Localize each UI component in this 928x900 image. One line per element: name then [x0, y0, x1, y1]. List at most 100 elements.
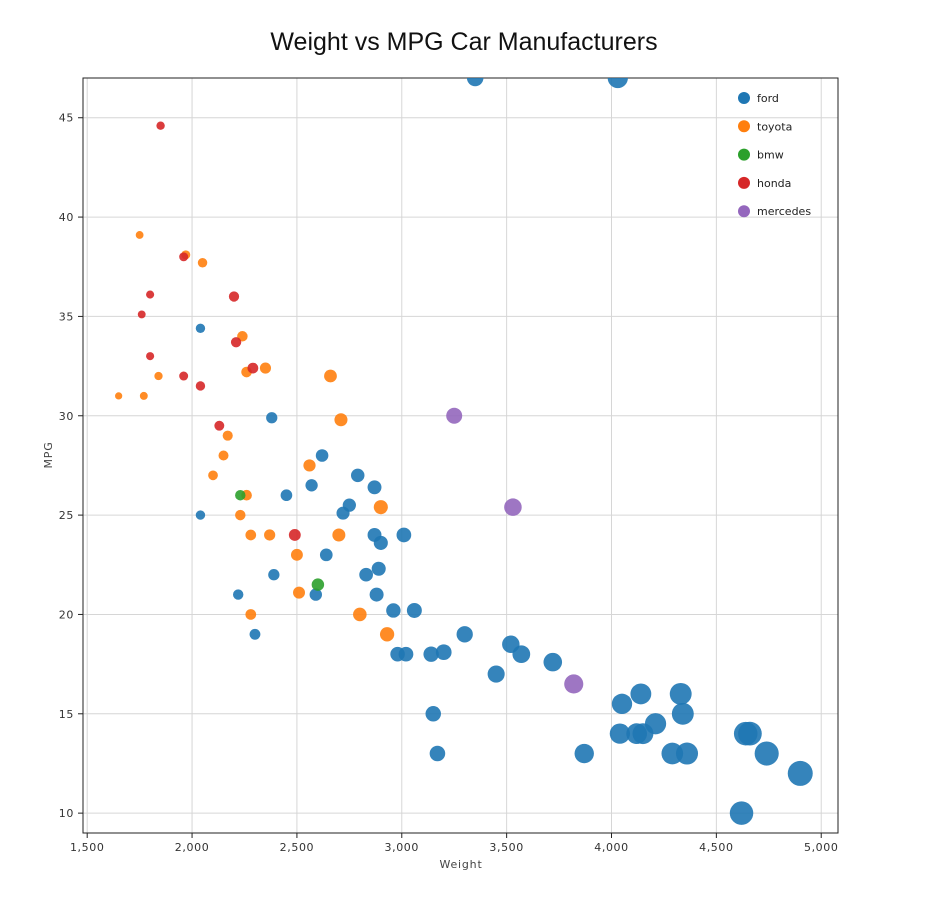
- point-ford[interactable]: [429, 745, 446, 762]
- point-toyota[interactable]: [245, 529, 257, 541]
- legend-marker-honda: [738, 176, 750, 189]
- legend-marker-mercedes: [738, 205, 750, 218]
- point-ford[interactable]: [729, 801, 754, 825]
- point-honda[interactable]: [288, 529, 301, 541]
- point-mercedes[interactable]: [564, 674, 584, 694]
- point-honda[interactable]: [179, 252, 189, 262]
- point-ford[interactable]: [398, 646, 414, 662]
- point-ford[interactable]: [675, 742, 699, 765]
- point-honda[interactable]: [146, 352, 155, 361]
- point-ford[interactable]: [423, 646, 439, 662]
- point-ford[interactable]: [280, 489, 293, 502]
- point-honda[interactable]: [195, 381, 206, 391]
- point-ford[interactable]: [671, 702, 694, 725]
- y-axis-label: MPG: [42, 441, 55, 468]
- x-axis-label: Weight: [439, 858, 482, 871]
- point-ford[interactable]: [195, 323, 206, 334]
- x-tick-label: 2,000: [175, 841, 210, 854]
- point-toyota[interactable]: [353, 607, 367, 622]
- point-toyota[interactable]: [135, 231, 144, 239]
- point-toyota[interactable]: [222, 430, 233, 441]
- point-ford[interactable]: [233, 589, 244, 600]
- point-toyota[interactable]: [303, 459, 316, 472]
- point-ford[interactable]: [456, 626, 473, 643]
- point-ford[interactable]: [607, 68, 628, 89]
- point-ford[interactable]: [268, 569, 280, 581]
- point-toyota[interactable]: [154, 371, 163, 381]
- point-ford[interactable]: [195, 510, 206, 520]
- point-ford[interactable]: [425, 706, 441, 722]
- point-toyota[interactable]: [264, 529, 276, 541]
- point-honda[interactable]: [156, 121, 165, 130]
- point-honda[interactable]: [247, 362, 259, 374]
- point-ford[interactable]: [512, 645, 531, 664]
- point-ford[interactable]: [435, 644, 452, 661]
- point-toyota[interactable]: [293, 586, 305, 599]
- point-ford[interactable]: [754, 741, 779, 766]
- point-ford[interactable]: [359, 567, 373, 582]
- point-toyota[interactable]: [332, 528, 346, 542]
- point-bmw[interactable]: [311, 578, 325, 591]
- point-ford[interactable]: [369, 587, 384, 602]
- point-ford[interactable]: [738, 721, 762, 746]
- x-tick-label: 4,000: [594, 841, 629, 854]
- point-honda[interactable]: [179, 371, 189, 381]
- point-ford[interactable]: [574, 743, 594, 764]
- point-mercedes[interactable]: [504, 498, 522, 516]
- legend-label-honda: honda: [757, 177, 791, 190]
- point-ford[interactable]: [396, 527, 412, 543]
- point-ford[interactable]: [632, 723, 654, 745]
- point-ford[interactable]: [249, 628, 261, 640]
- point-toyota[interactable]: [259, 362, 272, 374]
- point-ford[interactable]: [386, 603, 401, 618]
- x-tick-label: 3,500: [489, 841, 524, 854]
- point-ford[interactable]: [669, 682, 692, 705]
- point-toyota[interactable]: [379, 627, 395, 642]
- point-ford[interactable]: [367, 480, 382, 495]
- point-toyota[interactable]: [115, 392, 123, 400]
- point-ford[interactable]: [315, 449, 329, 462]
- point-toyota[interactable]: [334, 413, 348, 427]
- plot-frame: [82, 77, 839, 834]
- point-toyota[interactable]: [373, 500, 388, 515]
- point-toyota[interactable]: [245, 609, 257, 620]
- point-ford[interactable]: [406, 602, 422, 618]
- legend-label-bmw: bmw: [757, 149, 784, 162]
- point-ford[interactable]: [350, 468, 365, 483]
- point-toyota[interactable]: [290, 548, 303, 561]
- point-honda[interactable]: [214, 420, 225, 431]
- point-ford[interactable]: [336, 506, 350, 520]
- point-toyota[interactable]: [139, 391, 148, 400]
- x-tick-label: 3,000: [385, 841, 420, 854]
- point-ford[interactable]: [305, 479, 318, 492]
- legend-marker-bmw: [738, 148, 750, 161]
- point-honda[interactable]: [230, 337, 242, 348]
- point-ford[interactable]: [466, 70, 484, 87]
- point-ford[interactable]: [609, 723, 631, 744]
- point-mercedes[interactable]: [446, 407, 463, 424]
- point-toyota[interactable]: [197, 258, 208, 268]
- point-honda[interactable]: [137, 310, 146, 319]
- point-ford[interactable]: [266, 412, 278, 424]
- point-ford[interactable]: [630, 683, 652, 705]
- x-tick-label: 5,000: [804, 841, 839, 854]
- legend-label-toyota: toyota: [757, 120, 792, 133]
- point-ford[interactable]: [319, 548, 333, 562]
- point-toyota[interactable]: [324, 369, 337, 383]
- point-ford[interactable]: [309, 588, 322, 601]
- point-honda[interactable]: [228, 291, 240, 302]
- point-ford[interactable]: [787, 760, 813, 786]
- point-toyota[interactable]: [218, 450, 229, 461]
- point-ford[interactable]: [373, 535, 388, 550]
- legend-marker-ford: [738, 92, 750, 104]
- point-toyota[interactable]: [208, 470, 218, 481]
- point-toyota[interactable]: [235, 509, 246, 521]
- point-ford[interactable]: [611, 693, 633, 715]
- point-ford[interactable]: [543, 652, 563, 672]
- point-ford[interactable]: [487, 665, 505, 683]
- point-bmw[interactable]: [235, 490, 246, 501]
- point-honda[interactable]: [146, 290, 155, 299]
- point-ford[interactable]: [371, 561, 386, 576]
- y-tick-label: 45: [59, 112, 74, 125]
